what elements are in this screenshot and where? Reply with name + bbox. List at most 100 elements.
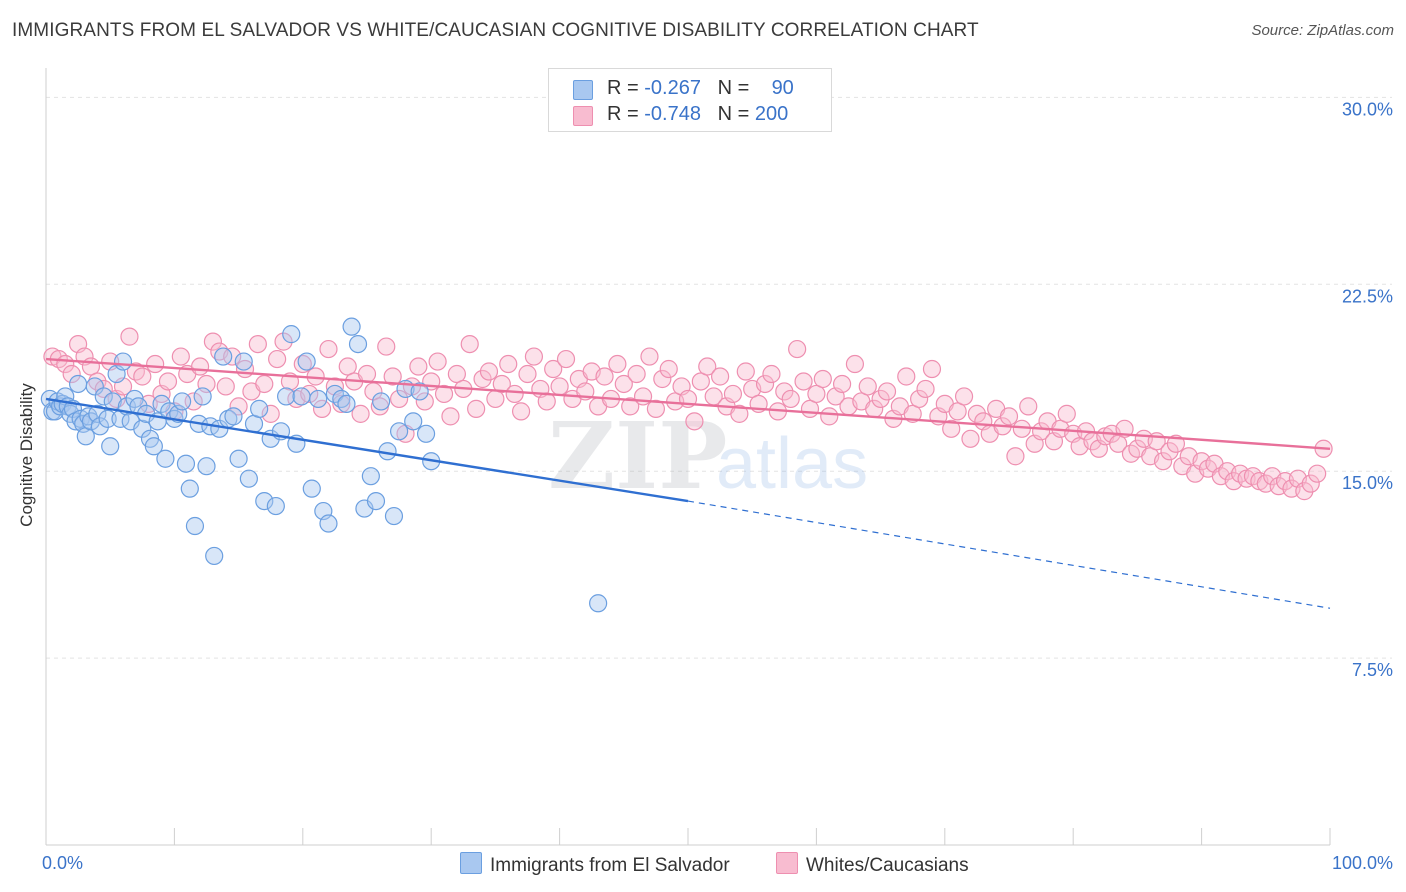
whites-point-60	[428, 352, 447, 371]
whites-point-29	[229, 397, 248, 416]
whites-point-20	[171, 347, 190, 366]
whites-point-107	[730, 404, 749, 423]
whites-point-73	[511, 402, 531, 421]
blue-swatch	[573, 80, 593, 100]
stats-legend: R = -0.267 N = 90 R = -0.748 N = 200	[548, 68, 832, 132]
axes	[45, 68, 1331, 846]
whites-point-166	[1109, 434, 1128, 453]
series-salvador-points	[40, 317, 608, 613]
legend-item-whites: Whites/Caucasians	[776, 852, 969, 877]
salvador-point-31	[133, 419, 152, 438]
whites-point-152	[1019, 397, 1038, 416]
whites-point-25	[203, 332, 223, 351]
salvador-point-58	[250, 399, 269, 418]
whites-point-133	[897, 367, 916, 386]
whites-point-75	[524, 347, 544, 366]
whites-point-91	[627, 364, 646, 384]
n-value-salvador: 90	[771, 77, 794, 99]
whites-point-66	[467, 399, 486, 418]
whites-point-94	[646, 399, 666, 418]
salvador-point-69	[309, 389, 328, 409]
whites-point-27	[216, 377, 235, 396]
salvador-point-73	[332, 389, 351, 409]
whites-point-14	[133, 367, 152, 386]
salvador-point-89	[589, 594, 608, 613]
whites-point-96	[659, 359, 678, 379]
salvador-point-78	[361, 467, 380, 486]
salvador-point-26	[113, 352, 133, 371]
salvador-point-20	[94, 387, 113, 406]
whites-point-100	[685, 412, 704, 431]
whites-point-32	[248, 334, 267, 354]
whites-point-34	[261, 404, 280, 423]
whites-point-74	[518, 364, 537, 384]
whites-point-3	[62, 364, 81, 384]
y-tick-label-1: 15.0%	[1342, 473, 1393, 493]
salvador-point-71	[319, 514, 338, 533]
y-tick-label-2: 22.5%	[1342, 286, 1393, 306]
salvador-point-51	[214, 347, 233, 366]
whites-point-129	[871, 389, 890, 409]
trend-line-salvador	[45, 397, 689, 503]
salvador-point-37	[156, 449, 175, 468]
whites-point-36	[274, 332, 293, 351]
salvador-point-63	[277, 387, 296, 406]
whites-point-58	[415, 392, 434, 411]
whites-point-18	[158, 372, 178, 391]
whites-point-80	[556, 349, 576, 369]
salvador-point-36	[152, 394, 171, 414]
whites-point-195	[1295, 482, 1314, 501]
chart-title: IMMIGRANTS FROM EL SALVADOR VS WHITE/CAU…	[12, 20, 979, 41]
whites-point-158	[1057, 404, 1076, 423]
whites-point-104	[710, 367, 730, 386]
whites-point-173	[1153, 452, 1173, 471]
y-tick-label-3: 30.0%	[1342, 99, 1393, 119]
salvador-point-64	[282, 325, 301, 344]
salvador-point-44	[185, 516, 205, 536]
salvador-point-85	[404, 412, 423, 431]
whites-point-90	[621, 397, 640, 416]
whites-point-137	[922, 359, 942, 379]
x-tick-label-1: 100.0%	[1332, 853, 1393, 873]
whites-point-12	[120, 327, 139, 346]
salvador-point-61	[266, 496, 285, 516]
whites-point-72	[505, 384, 524, 404]
whites-point-43	[319, 339, 338, 359]
chart-source: Source: ZipAtlas.com	[1251, 22, 1394, 39]
tick-labels: 7.5% 15.0% 22.5% 30.0% 0.0% 100.0%	[42, 99, 1393, 873]
whites-point-140	[942, 419, 961, 438]
salvador-point-17	[85, 377, 104, 396]
salvador-point-79	[366, 491, 386, 511]
salvador-point-54	[229, 449, 248, 468]
whites-point-54	[390, 389, 409, 409]
watermark-atlas: atlas	[716, 424, 868, 504]
salvador-point-22	[101, 437, 120, 456]
whites-point-95	[653, 369, 672, 389]
whites-point-116	[788, 339, 807, 359]
whites-point-106	[723, 384, 743, 404]
salvador-point-53	[224, 407, 243, 426]
whites-point-71	[499, 354, 518, 374]
whites-point-149	[999, 407, 1019, 426]
whites-point-119	[807, 384, 826, 404]
whites-point-117	[794, 372, 813, 391]
whites-point-102	[698, 357, 717, 376]
r-value-salvador: -0.267	[644, 77, 701, 99]
whites-point-33	[255, 374, 274, 394]
whites-point-111	[755, 374, 775, 394]
whites-point-101	[691, 372, 710, 391]
salvador-point-80	[372, 392, 391, 411]
whites-point-65	[460, 334, 479, 354]
salvador-point-68	[302, 479, 321, 498]
whites-point-108	[736, 362, 755, 381]
whites-point-79	[550, 377, 569, 396]
whites-point-135	[910, 389, 929, 409]
whites-point-16	[146, 354, 165, 374]
whites-point-114	[775, 382, 794, 401]
whites-point-53	[383, 367, 402, 386]
whites-point-120	[813, 369, 832, 389]
salvador-point-46	[193, 387, 212, 406]
salvador-point-41	[173, 392, 192, 411]
legend-swatch-blue	[460, 852, 482, 874]
salvador-point-59	[255, 491, 274, 511]
